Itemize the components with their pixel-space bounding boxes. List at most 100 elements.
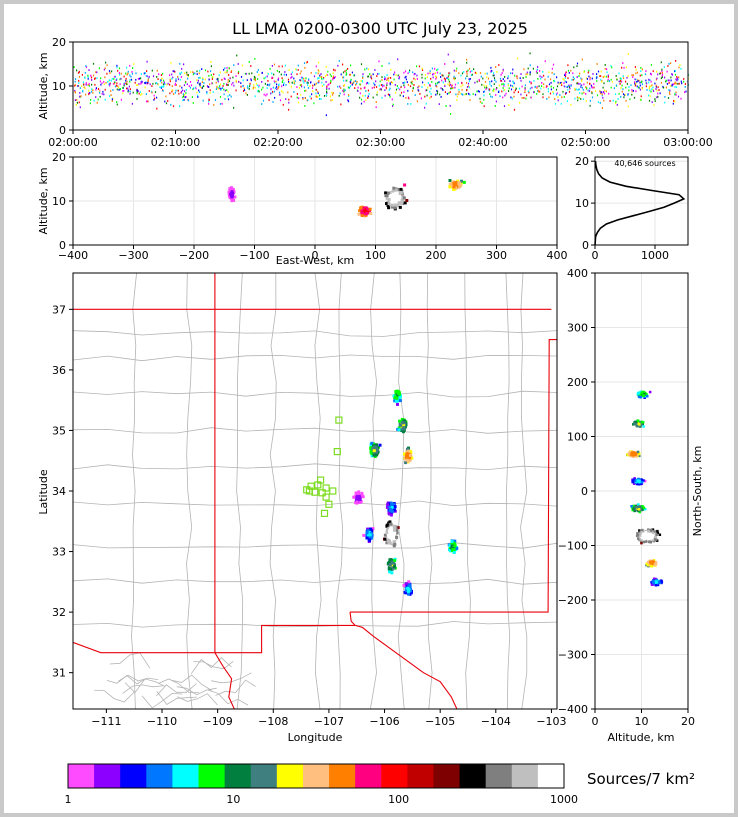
time-altitude-source xyxy=(257,90,259,93)
time-altitude-source xyxy=(363,100,365,103)
plan-view-source xyxy=(399,394,402,398)
time-altitude-source xyxy=(74,91,76,93)
time-altitude-source xyxy=(622,93,625,96)
time-altitude-source xyxy=(583,83,585,86)
time-altitude-source xyxy=(232,81,234,84)
time-altitude-source xyxy=(406,81,408,83)
time-altitude-source xyxy=(127,70,129,73)
north-south-source xyxy=(650,564,653,568)
time-altitude-source xyxy=(386,82,388,85)
time-altitude-source xyxy=(122,92,124,95)
histogram-count-tick-label: 0 xyxy=(592,249,599,262)
time-altitude-source xyxy=(499,95,501,98)
lma-station-marker xyxy=(314,481,322,489)
time-altitude-source xyxy=(290,77,292,79)
time-altitude-source xyxy=(483,94,485,97)
time-altitude-source xyxy=(424,74,427,76)
north-south-tick-label: 400 xyxy=(567,267,588,280)
time-altitude-source xyxy=(414,78,417,81)
north-south-source xyxy=(650,529,653,532)
municipality-line xyxy=(141,692,183,709)
time-altitude-source xyxy=(541,85,543,87)
plan-view-source xyxy=(394,399,398,403)
time-altitude-source xyxy=(554,80,556,83)
time-altitude-source xyxy=(429,70,431,72)
time-altitude-source xyxy=(655,84,657,87)
time-altitude-source xyxy=(557,99,559,102)
time-altitude-source xyxy=(112,82,115,85)
time-altitude-source xyxy=(193,72,195,75)
time-altitude-source xyxy=(172,76,174,79)
plan-view-source xyxy=(450,539,454,543)
time-altitude-source xyxy=(668,79,670,82)
north-south-sources xyxy=(626,390,664,587)
time-altitude-source xyxy=(389,94,391,96)
time-altitude-source xyxy=(363,87,365,89)
time-altitude-source xyxy=(266,75,268,78)
time-altitude-source xyxy=(355,83,357,86)
time-altitude-source xyxy=(413,77,415,80)
time-altitude-source xyxy=(175,89,177,92)
time-altitude-source xyxy=(655,85,657,88)
time-altitude-source xyxy=(602,86,604,89)
plan-view-source xyxy=(388,568,392,572)
time-altitude-source xyxy=(446,77,448,79)
north-south-source xyxy=(632,507,636,511)
time-altitude-source xyxy=(407,83,409,86)
north-south-source xyxy=(641,528,644,532)
time-altitude-source xyxy=(455,93,457,96)
time-altitude-source xyxy=(644,73,647,76)
time-altitude-source xyxy=(126,73,128,76)
north-south-source xyxy=(652,562,655,565)
time-altitude-source xyxy=(454,86,456,89)
time-altitude-source xyxy=(588,90,591,92)
time-altitude-source xyxy=(656,96,658,99)
time-altitude-source xyxy=(99,90,101,93)
north-south-source xyxy=(636,533,640,537)
time-altitude-source xyxy=(650,72,652,75)
north-south-source xyxy=(649,539,652,542)
time-altitude-source xyxy=(576,96,578,99)
longitude-tick-label: −104 xyxy=(481,715,511,728)
time-altitude-source xyxy=(483,98,485,101)
time-altitude-source xyxy=(628,86,630,88)
time-altitude-source xyxy=(683,80,685,83)
time-altitude-source xyxy=(152,75,155,78)
time-altitude-source xyxy=(304,97,306,99)
time-altitude-source xyxy=(552,91,554,93)
plan-view-source xyxy=(368,533,372,537)
north-south-source xyxy=(635,454,639,457)
east-west-source xyxy=(369,212,373,215)
north-south-source xyxy=(639,478,643,481)
plan-view-source xyxy=(360,491,364,495)
time-altitude-source xyxy=(307,99,309,101)
time-altitude-source xyxy=(581,92,583,95)
time-altitude-source xyxy=(591,92,593,95)
time-altitude-source xyxy=(491,69,493,72)
time-altitude-source xyxy=(660,81,662,84)
time-altitude-source xyxy=(439,72,441,75)
time-altitude-source xyxy=(417,89,419,91)
time-altitude-source xyxy=(126,83,128,86)
time-altitude-source xyxy=(405,78,407,81)
plan-view-source xyxy=(404,591,408,595)
time-altitude-source xyxy=(634,78,636,81)
time-altitude-source xyxy=(444,78,446,81)
municipality-line xyxy=(124,678,166,694)
time-altitude-source xyxy=(261,81,263,83)
north-south-source xyxy=(651,535,654,538)
time-altitude-source xyxy=(156,82,158,84)
time-altitude-source xyxy=(495,88,497,91)
time-altitude-source xyxy=(179,78,181,81)
time-altitude-source xyxy=(129,88,131,90)
time-altitude-source xyxy=(212,91,214,93)
time-altitude-source xyxy=(320,73,322,75)
time-altitude-source xyxy=(117,85,119,88)
time-altitude-source xyxy=(545,86,547,89)
time-altitude-source xyxy=(282,103,284,106)
time-altitude-source xyxy=(88,69,90,71)
time-altitude-source xyxy=(549,92,552,95)
time-altitude-source xyxy=(659,72,662,75)
time-altitude-source xyxy=(494,79,496,81)
time-altitude-source xyxy=(318,81,320,84)
